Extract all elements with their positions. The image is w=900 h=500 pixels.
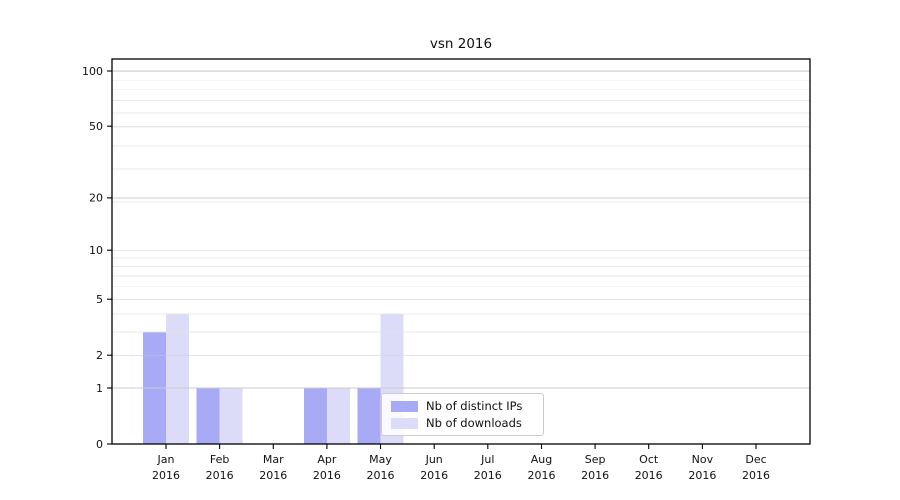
x-tick-label-month: May [369,453,392,466]
x-axis-labels: Jan 2016 Feb 2016 Mar 2016 Apr 2016 May 2016 Jun 20… [152,453,770,482]
x-tick-label-year: 2016 [688,469,716,482]
x-tick-label-month: Jul [480,453,494,466]
x-tick-label-year: 2016 [313,469,341,482]
x-tick-label-year: 2016 [420,469,448,482]
legend-label-distinct-ips: Nb of distinct IPs [426,399,523,413]
bar-apr-downloads [326,388,350,444]
x-tick-label-month: Sep [585,453,606,466]
axes-spines [111,58,811,445]
x-tick-label-month: Jun [425,453,443,466]
legend: Nb of distinct IPs Nb of downloads [381,393,544,436]
bar-feb-distinct-ips [196,388,220,444]
minor-gridlines [112,71,810,389]
x-tick-label-year: 2016 [152,469,180,482]
x-tick-label-year: 2016 [259,469,287,482]
bars-group [143,313,404,444]
x-tick-label-year: 2016 [635,469,663,482]
chart-title: vsn 2016 [429,36,493,52]
y-axis-ticks [107,70,112,445]
x-tick-label-year: 2016 [742,469,770,482]
y-tick-label: 50 [89,120,103,133]
legend-row-downloads: Nb of downloads [391,416,535,430]
y-tick-label: 20 [89,192,103,205]
x-tick-label-month: Feb [210,453,229,466]
y-tick-label: 1 [96,382,103,395]
bar-apr-distinct-ips [303,388,327,444]
y-axis-labels: 0 1 2 5 10 20 50 100 [82,65,103,451]
legend-swatch-downloads [391,417,418,429]
y-tick-label: 0 [96,438,103,451]
y-tick-label: 2 [96,349,103,362]
x-axis-ticks [165,444,757,449]
x-tick-label-year: 2016 [581,469,609,482]
x-tick-label-month: Dec [745,453,766,466]
y-tick-label: 10 [89,244,103,257]
bar-may-distinct-ips [357,388,381,444]
y-tick-label: 100 [82,65,103,78]
bar-feb-downloads [219,388,243,444]
legend-label-downloads: Nb of downloads [426,416,522,430]
x-tick-label-month: Jan [157,453,175,466]
x-tick-label-year: 2016 [474,469,502,482]
bar-jan-downloads [166,313,189,444]
x-tick-label-year: 2016 [367,469,395,482]
x-tick-label-month: Apr [317,453,337,466]
x-tick-label-year: 2016 [528,469,556,482]
legend-row-distinct-ips: Nb of distinct IPs [391,399,535,413]
x-tick-label-month: Aug [531,453,552,466]
axes-frame [111,58,811,445]
x-tick-label-month: Mar [263,453,284,466]
y-tick-label: 5 [96,293,103,306]
legend-swatch-distinct-ips [391,400,418,412]
x-tick-label-month: Oct [639,453,659,466]
x-tick-label-year: 2016 [206,469,234,482]
x-tick-label-month: Nov [692,453,714,466]
